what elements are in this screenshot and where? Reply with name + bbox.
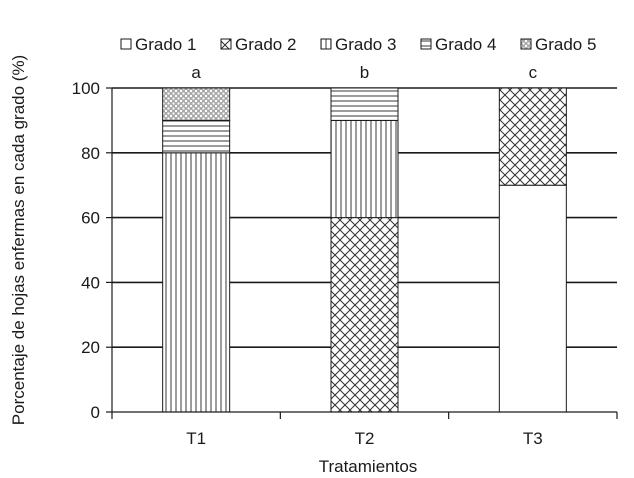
y-tick-label-60: 60: [81, 209, 100, 228]
legend-swatch-grado-2: [220, 38, 232, 50]
bar-t3-grado-2: [498, 87, 567, 186]
x-tick-label-t3: T3: [523, 429, 543, 448]
x-tick-label-t2: T2: [355, 429, 375, 448]
legend-swatch-grado-1: [120, 38, 132, 50]
y-tick-label-80: 80: [81, 144, 100, 163]
significance-letter-t1: a: [191, 63, 201, 82]
x-tick-label-t1: T1: [186, 429, 206, 448]
legend-label-grado-5: Grado 5: [535, 35, 596, 54]
y-tick-label-20: 20: [81, 338, 100, 357]
bar-t2-grado-2: [330, 217, 399, 413]
legend-item-grado-3: Grado 3: [320, 35, 396, 54]
legend-label-grado-4: Grado 4: [435, 35, 496, 54]
bar-t1-grado-3: [162, 152, 231, 413]
significance-letter-t2: b: [360, 63, 369, 82]
legend-swatch-grado-4: [420, 38, 432, 50]
legend-item-grado-2: Grado 2: [220, 35, 296, 54]
bar-t2-grado-3: [330, 119, 399, 219]
legend-item-grado-5: Grado 5: [520, 35, 596, 54]
legend: Grado 1 Grado 2 Grado 3 Grado 4 Grado 5: [120, 35, 596, 54]
bar-t1-grado-5: [162, 87, 231, 121]
y-tick-label-100: 100: [72, 79, 100, 98]
bar-t1-grado-4: [162, 119, 231, 154]
y-tick-label-0: 0: [91, 403, 100, 422]
legend-item-grado-1: Grado 1: [120, 35, 196, 54]
legend-label-grado-1: Grado 1: [135, 35, 196, 54]
legend-item-grado-4: Grado 4: [420, 35, 496, 54]
bars: [162, 87, 567, 413]
significance-letter-t3: c: [529, 63, 538, 82]
x-axis-title: Tratamientos: [319, 457, 418, 476]
bar-t3-grado-1: [498, 184, 567, 413]
y-tick-label-40: 40: [81, 273, 100, 292]
legend-label-grado-2: Grado 2: [235, 35, 296, 54]
bar-t2-grado-4: [330, 87, 399, 121]
legend-swatch-grado-3: [320, 38, 332, 50]
axis-labels: 0 20 40 60 80 100 T1 a T2 b T3 c: [72, 63, 543, 448]
y-axis-title: Porcentaje de hojas enfermas en cada gra…: [9, 55, 28, 425]
axes: [106, 87, 618, 419]
legend-swatch-grado-5: [520, 38, 532, 50]
legend-label-grado-3: Grado 3: [335, 35, 396, 54]
